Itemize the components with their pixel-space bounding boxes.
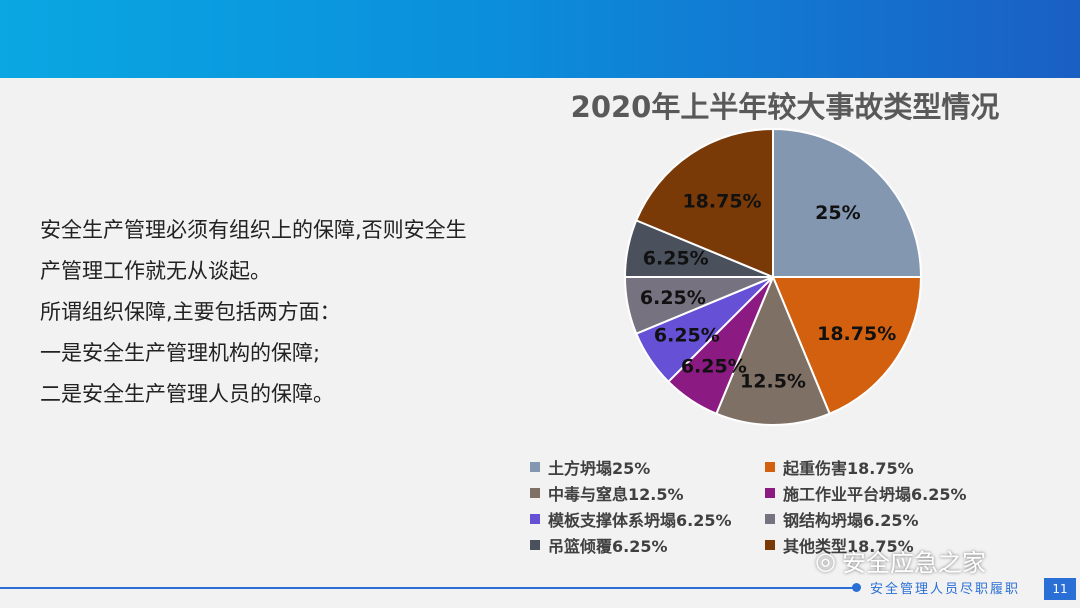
watermark: ◎ 安全应急之家 (815, 543, 986, 578)
pie-slice (772, 127, 923, 278)
body-line: 产管理工作就无从谈起。 (40, 259, 271, 283)
slice-data-label: 6.25% (654, 325, 720, 347)
slice-data-label: 12.5% (740, 371, 806, 393)
legend-item: 起重伤害18.75% (765, 455, 1030, 478)
header-banner (0, 0, 1080, 78)
chart-legend: 土方坍塌25% 起重伤害18.75% 中毒与窒息12.5% 施工作业平台坍塌6.25%… (530, 455, 1030, 556)
wechat-icon: ◎ (815, 546, 836, 575)
legend-swatch (765, 539, 775, 550)
legend-label: 吊篮倾覆6.25% (548, 536, 668, 556)
legend-label: 钢结构坍塌6.25% (783, 510, 919, 530)
legend-swatch (765, 513, 775, 524)
legend-swatch (530, 513, 540, 524)
slice-data-label: 6.25% (681, 356, 747, 378)
body-text: 安全生产管理必须有组织上的保障,否则安全生 产管理工作就无从谈起。 所谓组织保障… (40, 210, 520, 415)
pie-chart: 25%18.75%12.5%6.25%6.25%6.25%6.25%18.75% (623, 127, 923, 426)
legend-item: 施工作业平台坍塌6.25% (765, 481, 1030, 504)
legend-label: 起重伤害18.75% (783, 458, 914, 478)
legend-item: 钢结构坍塌6.25% (765, 507, 1030, 530)
legend-item: 其他类型18.75% (765, 533, 1030, 556)
legend-item: 土方坍塌25% (530, 455, 765, 478)
slice-data-label: 6.25% (643, 248, 709, 270)
body-line: 一是安全生产管理机构的保障; (40, 341, 321, 365)
legend-item: 吊篮倾覆6.25% (530, 533, 765, 556)
legend-label: 模板支撑体系坍塌6.25% (548, 510, 732, 530)
pie-slice (715, 274, 831, 426)
pie-slice (771, 276, 923, 416)
legend-swatch (765, 461, 775, 472)
slice-data-label: 25% (815, 202, 860, 224)
pie-slice (634, 127, 774, 279)
footer-dot (852, 583, 861, 592)
footer-title: 安全管理人员尽职履职 (870, 582, 1021, 597)
legend-label: 其他类型18.75% (783, 536, 914, 556)
legend-label: 中毒与窒息12.5% (548, 484, 684, 504)
body-line: 安全生产管理必须有组织上的保障,否则安全生 (40, 218, 467, 242)
slice-data-label: 18.75% (682, 191, 761, 213)
legend-item: 模板支撑体系坍塌6.25% (530, 507, 765, 530)
watermark-text: 安全应急之家 (841, 549, 986, 577)
body-line: 所谓组织保障,主要包括两方面： (40, 300, 341, 324)
footer-line (0, 587, 860, 589)
legend-item: 中毒与窒息12.5% (530, 481, 765, 504)
chart-title: 2020年上半年较大事故类型情况 (570, 90, 1000, 124)
page-number: 11 (1044, 578, 1076, 600)
legend-label: 土方坍塌25% (548, 458, 651, 478)
body-line: 二是安全生产管理人员的保障。 (40, 382, 334, 406)
legend-swatch (765, 487, 775, 498)
legend-swatch (530, 461, 540, 472)
legend-swatch (530, 539, 540, 550)
slice-data-label: 6.25% (640, 287, 706, 309)
slice-data-label: 18.75% (817, 323, 896, 345)
legend-label: 施工作业平台坍塌6.25% (783, 484, 967, 504)
legend-swatch (530, 487, 540, 498)
